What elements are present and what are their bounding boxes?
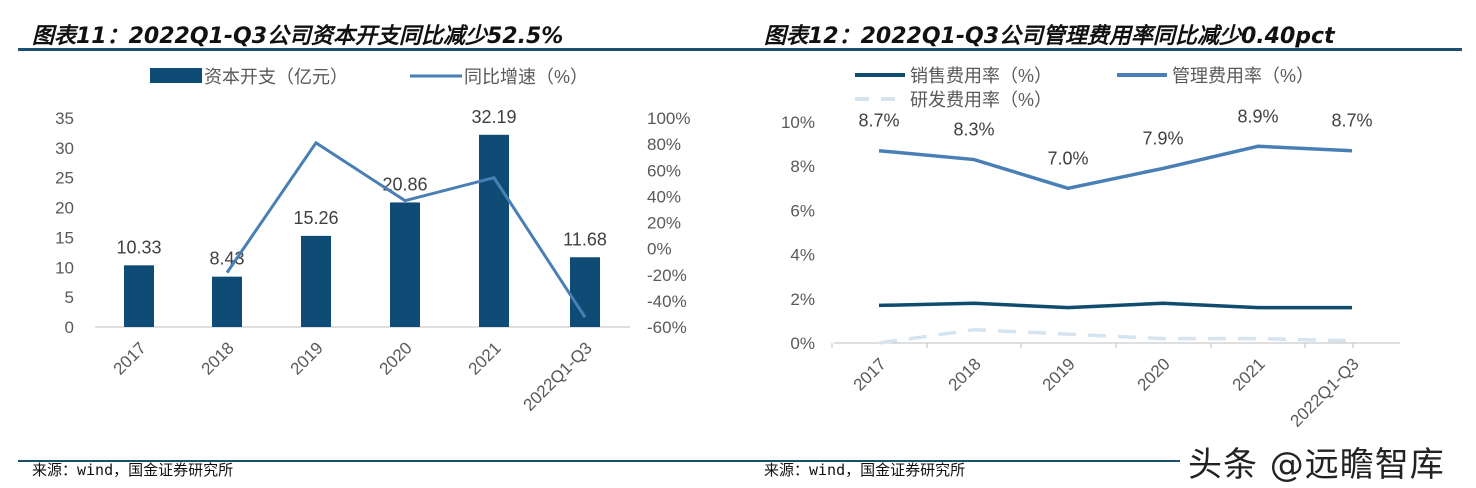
- legend-label: 销售费用率（%）: [910, 66, 1052, 86]
- right-tick-label: -40%: [647, 292, 687, 311]
- chart2-source: 来源：wind，国金证券研究所: [764, 461, 966, 479]
- x-tick-label: 2017: [850, 354, 890, 394]
- right-tick-label: 0%: [647, 240, 672, 259]
- data-label: 8.7%: [1331, 111, 1372, 131]
- bar: [301, 235, 331, 327]
- series-line: [878, 327, 1353, 345]
- left-tick-label: 30: [55, 139, 74, 158]
- left-tick-label: 35: [55, 109, 74, 128]
- bar-data-label: 10.33: [116, 237, 161, 257]
- x-tick-label: 2021: [1229, 354, 1269, 394]
- title-rule: [740, 48, 1462, 51]
- bar: [479, 134, 509, 327]
- y-tick-label: 8%: [790, 157, 815, 176]
- bar-data-label: 20.86: [382, 174, 427, 194]
- bar-data-label: 11.68: [563, 229, 607, 249]
- x-tick-label: 2017: [110, 338, 150, 378]
- right-tick-label: 100%: [647, 109, 690, 128]
- x-tick-label: 2020: [1134, 354, 1174, 394]
- y-tick-label: 2%: [790, 290, 815, 309]
- legend-label: 研发费用率（%）: [910, 90, 1052, 110]
- chart1-source: 来源：wind，国金证券研究所: [32, 461, 234, 479]
- data-label: 8.9%: [1237, 106, 1278, 126]
- watermark: 头条 @远瞻智库: [1188, 445, 1445, 485]
- legend-label: 管理费用率（%）: [1172, 66, 1314, 86]
- x-tick-label: 2022Q1-Q3: [520, 338, 596, 414]
- legend-label: 资本开支（亿元）: [204, 67, 348, 87]
- bar: [124, 265, 154, 327]
- series-line: [878, 144, 1353, 191]
- left-tick-label: 0: [65, 318, 74, 337]
- legend-bar-swatch: [150, 68, 202, 83]
- growth-line: [225, 140, 587, 319]
- left-tick-label: 25: [55, 169, 74, 188]
- legend-label: 同比增速（%）: [464, 67, 588, 87]
- right-tick-label: 80%: [647, 135, 681, 154]
- y-tick-label: 0%: [790, 334, 815, 353]
- x-tick-label: 2018: [945, 354, 985, 394]
- footer-rule: [18, 460, 740, 462]
- bar-data-label: 15.26: [293, 208, 338, 228]
- bar: [390, 202, 420, 327]
- right-tick-label: 60%: [647, 161, 681, 180]
- x-tick-label: 2021: [465, 338, 505, 378]
- bar-data-label: 8.43: [209, 249, 244, 269]
- title-rule: [18, 48, 740, 51]
- data-label: 7.0%: [1047, 148, 1088, 168]
- x-tick-label: 2018: [198, 338, 238, 378]
- x-tick-label: 2022Q1-Q3: [1287, 354, 1363, 430]
- bar-data-label: 32.19: [471, 107, 516, 127]
- left-tick-label: 20: [55, 199, 74, 218]
- y-tick-label: 10%: [781, 113, 815, 132]
- bar: [212, 276, 242, 327]
- chart1-title: 图表11：2022Q1-Q3公司资本开支同比减少52.5%: [32, 24, 564, 49]
- footer-rule: [740, 460, 1180, 462]
- right-tick-label: 20%: [647, 214, 681, 233]
- left-tick-label: 15: [55, 228, 74, 247]
- y-tick-label: 6%: [790, 201, 815, 220]
- right-tick-label: -60%: [647, 318, 687, 337]
- right-tick-label: -20%: [647, 266, 687, 285]
- x-tick-label: 2019: [287, 338, 327, 378]
- x-tick-label: 2019: [1039, 354, 1079, 394]
- right-tick-label: 40%: [647, 187, 681, 206]
- series-line: [878, 301, 1352, 310]
- left-tick-label: 10: [55, 258, 74, 277]
- data-label: 8.3%: [953, 120, 994, 140]
- data-label: 8.7%: [858, 111, 899, 131]
- chart2-title: 图表12：2022Q1-Q3公司管理费用率同比减少0.40pct: [764, 24, 1335, 49]
- left-tick-label: 5: [65, 288, 74, 307]
- y-tick-label: 4%: [790, 246, 815, 265]
- x-tick-label: 2020: [376, 338, 416, 378]
- data-label: 7.9%: [1142, 128, 1183, 148]
